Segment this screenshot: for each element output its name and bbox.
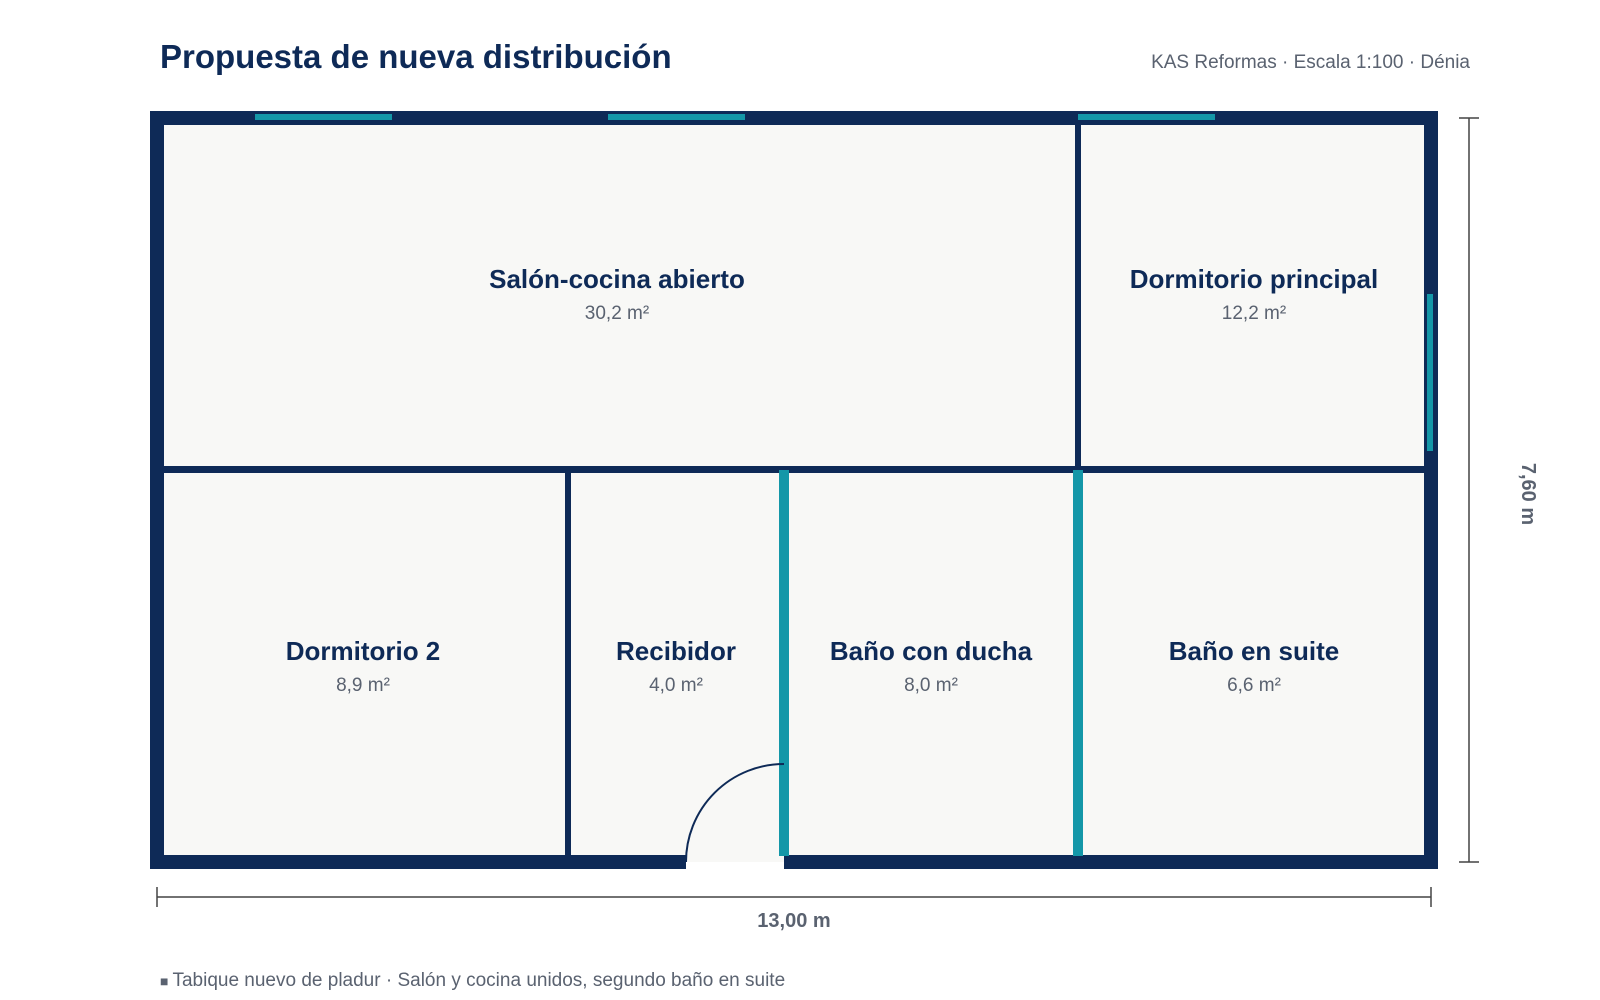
outer-wall-right xyxy=(1424,111,1438,869)
new-partition-recibidor-bano xyxy=(779,470,789,856)
legend-marker: ■ xyxy=(160,973,169,989)
new-partition-bano-suite xyxy=(1073,470,1083,856)
room-area: 8,9 m² xyxy=(336,675,390,696)
room-name: Baño en suite xyxy=(1169,636,1339,666)
room-name: Dormitorio principal xyxy=(1130,264,1378,294)
window xyxy=(1078,114,1215,120)
height-dimension xyxy=(1459,117,1479,863)
plan-subtitle: KAS Reformas · Escala 1:100 · Dénia xyxy=(1151,52,1470,73)
entrance-door-swing xyxy=(685,763,785,863)
interior-wall-horizontal xyxy=(157,466,1431,473)
room-area: 12,2 m² xyxy=(1222,303,1286,324)
window xyxy=(608,114,745,120)
outer-wall-bottom-left xyxy=(150,855,686,869)
room-name: Salón-cocina abierto xyxy=(489,264,745,294)
legend-text: Tabique nuevo de pladur · Salón y cocina… xyxy=(172,970,786,991)
height-dimension-label: 7,60 m xyxy=(1517,463,1539,525)
outer-wall-left xyxy=(150,111,164,869)
room-area: 8,0 m² xyxy=(904,675,958,696)
room-area: 4,0 m² xyxy=(649,675,703,696)
room-name: Recibidor xyxy=(616,636,736,666)
width-dimension xyxy=(156,887,1432,907)
legend: ■ Tabique nuevo de pladur · Salón y cocin… xyxy=(160,970,785,992)
interior-wall-dormitorio2 xyxy=(565,470,571,860)
room-area: 6,6 m² xyxy=(1227,675,1281,696)
outer-wall-bottom-right xyxy=(784,855,1438,869)
width-dimension-label: 13,00 m xyxy=(757,910,830,932)
window xyxy=(255,114,392,120)
room-name: Dormitorio 2 xyxy=(286,636,441,666)
interior-wall-top-divider xyxy=(1075,118,1081,470)
window xyxy=(1427,294,1433,451)
room-area: 30,2 m² xyxy=(585,303,649,324)
plan-title: Propuesta de nueva distribución xyxy=(160,38,672,75)
floor-area xyxy=(157,118,1431,862)
room-name: Baño con ducha xyxy=(830,636,1033,666)
